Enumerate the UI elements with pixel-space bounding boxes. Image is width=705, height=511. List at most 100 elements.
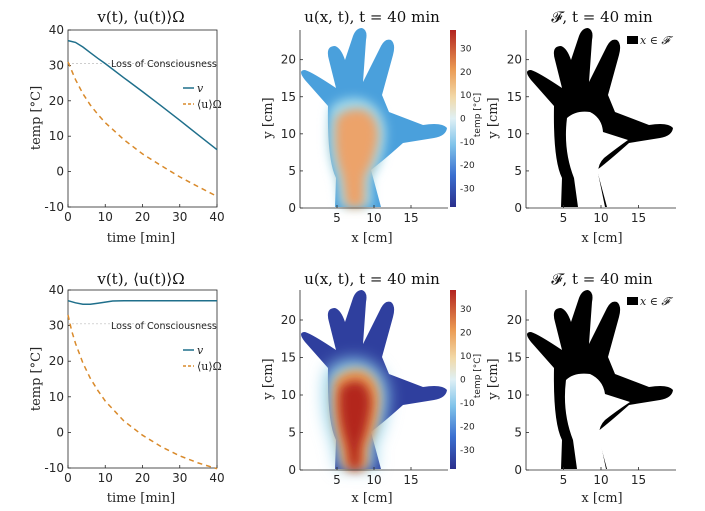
x-tick-label: 20 (135, 210, 150, 224)
colorbar-tick-label: 0 (460, 376, 466, 386)
heatmap-top: u(x, t), t = 40 min 5 10 15 0 5 10 15 20 30 20 10… (261, 8, 483, 246)
y-axis-label: temp [°C] (29, 347, 44, 411)
y-tick-label: 30 (49, 319, 64, 333)
y-tick-label: 0 (514, 463, 522, 477)
legend: v ⟨u⟩Ω (183, 344, 222, 373)
x-axis-label: x [cm] (351, 231, 392, 246)
y-axis-label: temp [°C] (29, 86, 44, 150)
colorbar (450, 290, 456, 469)
y-tick-label: 5 (514, 426, 522, 440)
x-tick-label: 40 (209, 471, 224, 485)
legend: v ⟨u⟩Ω (183, 82, 222, 111)
threshold-label: Loss of Consciousness (111, 321, 217, 332)
x-tick-label: 10 (593, 211, 608, 225)
y-tick-label: 0 (288, 201, 296, 215)
legend-label: x ∈ 𝓕 (640, 295, 673, 308)
x-tick-label: 15 (631, 473, 646, 487)
colorbar-tick-label: 30 (460, 45, 472, 55)
colorbar-tick-label: -30 (460, 184, 475, 194)
frozen-region-top: 𝓕, t = 40 min 5 10 15 0 5 10 15 20 x ∈ 𝓕 x [cm]… (486, 8, 676, 246)
y-tick-label: 10 (281, 388, 296, 402)
y-tick-label: 20 (281, 313, 296, 327)
x-axis-label: x [cm] (581, 491, 622, 506)
x-tick-label: 0 (64, 471, 72, 485)
x-tick-label: 15 (403, 211, 418, 225)
chart-title: 𝓕, t = 40 min (551, 8, 653, 26)
colorbar-tick-label: 20 (460, 68, 472, 78)
unfrozen-core (564, 373, 630, 469)
y-tick-label: 0 (56, 165, 64, 179)
axis-ticks: 5 10 15 0 5 10 15 20 (507, 53, 646, 225)
legend-u-label: ⟨u⟩Ω (197, 360, 222, 373)
frozen-hand-shape (527, 290, 673, 469)
x-tick-label: 10 (593, 473, 608, 487)
colorbar-label: temp [°C] (473, 93, 483, 137)
y-tick-label: 10 (281, 127, 296, 141)
hand-temperature-field (301, 290, 447, 469)
y-tick-label: 20 (507, 53, 522, 67)
y-tick-label: 30 (49, 58, 64, 72)
y-tick-label: 0 (56, 425, 64, 439)
frozen-region-bottom: 𝓕, t = 40 min 5 10 15 0 5 10 15 20 x ∈ 𝓕 x [cm]… (486, 270, 676, 506)
y-tick-label: 20 (507, 313, 522, 327)
frozen-hand-shape (527, 28, 673, 207)
x-tick-label: 15 (631, 211, 646, 225)
axis-ticks: 5 10 15 0 5 10 15 20 (507, 313, 646, 487)
y-axis-label: y [cm] (261, 358, 276, 400)
y-tick-label: 15 (281, 351, 296, 365)
colorbar (450, 30, 456, 207)
x-tick-label: 20 (135, 471, 150, 485)
legend-swatch (627, 36, 638, 44)
legend-u-label: ⟨u⟩Ω (197, 98, 222, 111)
colorbar-tick-label: -10 (460, 399, 475, 409)
warm-core (334, 109, 379, 207)
x-tick-label: 15 (403, 473, 418, 487)
y-tick-label: 40 (49, 23, 64, 37)
chart-title: u(x, t), t = 40 min (304, 8, 440, 26)
x-tick-label: 5 (333, 473, 341, 487)
y-tick-label: 15 (507, 351, 522, 365)
colorbar-tick-label: 0 (460, 115, 466, 125)
series-u-line (67, 314, 218, 470)
colorbar-tick-label: 30 (460, 305, 472, 315)
y-tick-label: 10 (507, 127, 522, 141)
x-tick-label: 40 (209, 210, 224, 224)
colorbar-tick-label: -20 (460, 423, 475, 433)
y-axis-label: y [cm] (486, 358, 501, 400)
series-v-line (67, 299, 217, 305)
y-tick-label: -10 (44, 200, 64, 214)
plot-frame (67, 289, 218, 469)
x-tick-label: 10 (366, 473, 381, 487)
series-v-line (67, 39, 218, 151)
warm-core (338, 380, 372, 469)
y-tick-label: 10 (49, 129, 64, 143)
colorbar-tick-label: -20 (460, 161, 475, 171)
x-tick-label: 5 (560, 473, 568, 487)
y-tick-label: 0 (514, 201, 522, 215)
x-tick-label: 0 (64, 210, 72, 224)
unfrozen-core (565, 111, 628, 207)
x-tick-label: 5 (560, 211, 568, 225)
colorbar-tick-label: -30 (460, 446, 475, 456)
plot-frame (67, 29, 218, 208)
x-tick-label: 30 (172, 471, 187, 485)
colorbar-label: temp [°C] (473, 354, 483, 398)
x-tick-label: 5 (333, 211, 341, 225)
y-tick-label: -10 (44, 461, 64, 475)
x-tick-label: 30 (172, 210, 187, 224)
x-tick-label: 10 (98, 210, 113, 224)
x-axis-label: time [min] (107, 231, 176, 246)
colorbar-ticks: 30 20 10 0 -10 -20 -30 (460, 45, 475, 195)
y-tick-label: 0 (288, 463, 296, 477)
x-tick-label: 10 (366, 211, 381, 225)
legend-v-label: v (197, 82, 204, 95)
y-tick-label: 5 (288, 164, 296, 178)
colorbar-tick-label: 10 (460, 91, 472, 101)
legend-swatch (627, 297, 638, 305)
y-tick-label: 20 (49, 354, 64, 368)
colorbar-tick-label: 10 (460, 352, 472, 362)
chart-title: 𝓕, t = 40 min (551, 270, 653, 288)
x-axis-label: x [cm] (581, 231, 622, 246)
